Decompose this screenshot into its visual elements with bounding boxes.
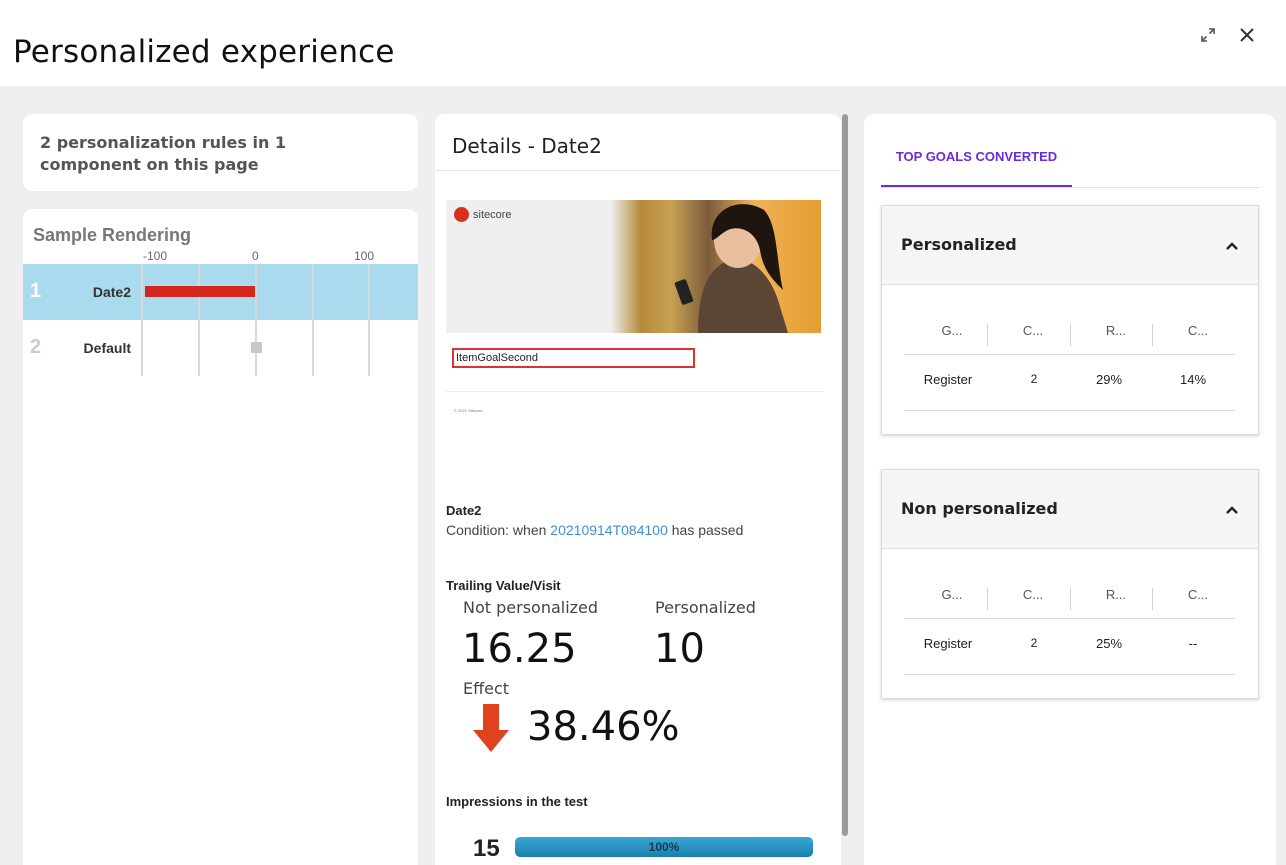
table-header-divider <box>905 618 1235 619</box>
effect-marker <box>251 342 262 353</box>
variant-preview-image: sitecore <box>446 200 821 333</box>
personalized-label: Personalized <box>655 598 756 617</box>
grid-line <box>312 264 314 376</box>
table-header-divider <box>905 354 1235 355</box>
condition-suffix: has passed <box>671 522 744 538</box>
column-separator <box>987 324 988 346</box>
variant-name: Date2 <box>446 503 482 518</box>
expand-icon[interactable] <box>1198 25 1218 45</box>
table-row-divider <box>905 674 1235 675</box>
not-personalized-label: Not personalized <box>463 598 599 617</box>
table-cell: 29% <box>1095 372 1123 387</box>
row-index: 2 <box>30 336 42 358</box>
panel-header[interactable]: Personalized <box>882 206 1258 285</box>
effect-label: Effect <box>463 679 510 698</box>
page-title: Personalized experience <box>13 34 395 70</box>
condition-prefix: Condition: when <box>446 522 547 538</box>
woman-with-phone-photo <box>674 204 788 333</box>
row-name: Date2 <box>92 284 131 300</box>
column-header[interactable]: G... <box>941 587 963 602</box>
arrow-down-icon <box>473 704 509 752</box>
grid-line <box>368 264 370 376</box>
dialog-header: Personalized experience <box>0 0 1286 86</box>
column-header[interactable]: C... <box>1022 323 1044 338</box>
table-cell: 25% <box>1095 636 1123 651</box>
chevron-up-icon[interactable] <box>1224 502 1240 518</box>
trailing-value-title: Trailing Value/Visit <box>446 578 561 593</box>
condition-link[interactable]: 20210914T084100 <box>550 522 668 538</box>
chevron-up-icon[interactable] <box>1224 238 1240 254</box>
column-header[interactable]: C... <box>1187 587 1209 602</box>
rendering-title: Sample Rendering <box>33 225 192 245</box>
column-header[interactable]: R... <box>1105 323 1127 338</box>
logo-text: sitecore <box>473 208 512 221</box>
grid-line <box>141 264 143 376</box>
non-personalized-panel: Non personalized G... C... R... C... Reg… <box>881 469 1259 699</box>
axis-tick-label: -100 <box>143 249 168 263</box>
divider <box>435 170 841 171</box>
details-title: Details - Date2 <box>452 134 602 158</box>
goals-card: TOP GOALS CONVERTED Personalized G... C.… <box>864 114 1276 865</box>
summary-card: 2 personalization rules in 1 component o… <box>23 114 418 191</box>
logo-icon <box>454 207 469 222</box>
column-header[interactable]: G... <box>941 323 963 338</box>
table-cell: -- <box>1188 636 1198 651</box>
personalized-value: 10 <box>654 626 705 672</box>
details-scrollbar[interactable] <box>842 114 848 836</box>
panel-title: Non personalized <box>901 499 1058 518</box>
tab-underline <box>881 187 1259 188</box>
goal-label-box: ItemGoalSecond <box>452 348 695 368</box>
column-header[interactable]: C... <box>1187 323 1209 338</box>
summary-text: 2 personalization rules in 1 component o… <box>40 133 287 174</box>
effect-value: 38.46% <box>527 704 680 750</box>
preview-footer: © 2021 Sitecore <box>454 408 483 413</box>
impressions-progress-bar: 100% <box>515 837 813 857</box>
table-cell: Register <box>923 636 973 651</box>
row-index: 1 <box>30 280 42 302</box>
column-header[interactable]: C... <box>1022 587 1044 602</box>
rendering-card: Sample Rendering -100 0 100 1 Date2 2 De… <box>23 209 418 865</box>
row-name: Default <box>83 340 131 356</box>
effect-bar <box>145 286 255 297</box>
table-row-divider <box>905 410 1235 411</box>
table-cell: 2 <box>1030 372 1038 386</box>
table-cell: Register <box>923 372 973 387</box>
impressions-count: 15 <box>473 835 500 862</box>
table-cell: 2 <box>1030 636 1038 650</box>
tab-top-goals-converted[interactable]: TOP GOALS CONVERTED <box>881 114 1072 187</box>
not-personalized-value: 16.25 <box>462 626 577 672</box>
divider <box>446 391 824 392</box>
column-separator <box>1070 588 1071 610</box>
panel-header[interactable]: Non personalized <box>882 470 1258 549</box>
axis-tick-label: 100 <box>354 249 375 263</box>
sitecore-logo: sitecore <box>454 207 512 222</box>
grid-line <box>198 264 200 376</box>
column-separator <box>1152 324 1153 346</box>
details-card: Details - Date2 sitecore ItemGoalSecond … <box>435 114 841 865</box>
table-cell: 14% <box>1179 372 1207 387</box>
column-separator <box>1152 588 1153 610</box>
column-separator <box>1070 324 1071 346</box>
personalized-panel: Personalized G... C... R... C... Registe… <box>881 205 1259 435</box>
rendering-row-default[interactable]: 2 Default <box>23 320 418 376</box>
impressions-title: Impressions in the test <box>446 794 588 809</box>
column-header[interactable]: R... <box>1105 587 1127 602</box>
close-icon[interactable] <box>1237 25 1257 45</box>
axis-tick-label: 0 <box>252 249 259 263</box>
panel-title: Personalized <box>901 235 1017 254</box>
condition-text: Condition: when 20210914T084100 has pass… <box>446 522 743 538</box>
column-separator <box>987 588 988 610</box>
grid-line <box>255 264 257 376</box>
